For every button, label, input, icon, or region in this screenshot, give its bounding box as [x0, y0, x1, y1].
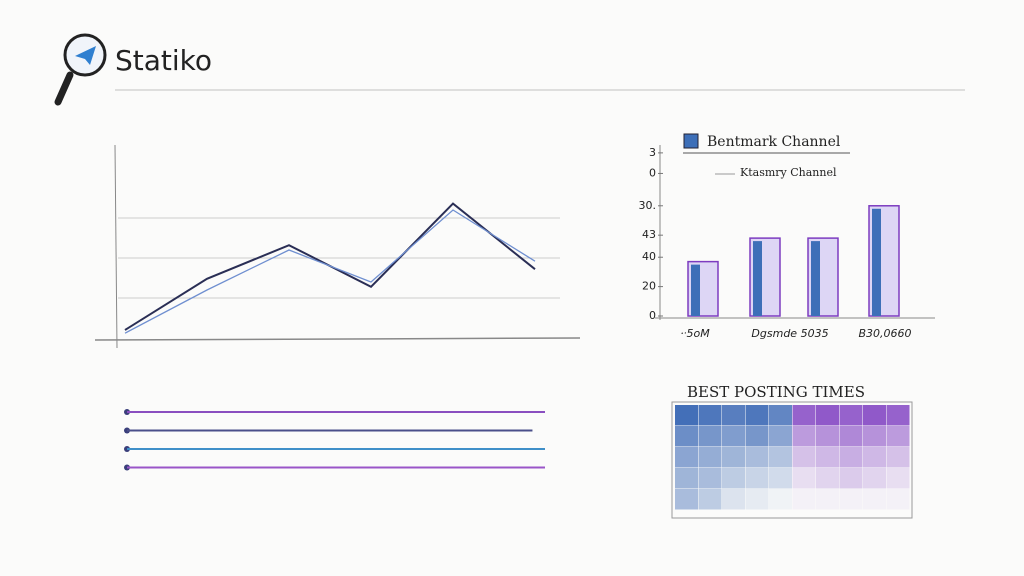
heat-cell: [792, 447, 816, 468]
bar: [687, 260, 719, 317]
bar: [807, 237, 839, 317]
y-tick-label: 40: [642, 250, 656, 263]
y-tick-label: 20: [642, 280, 656, 293]
line-series: [124, 209, 536, 334]
x-tick-label: Dgsmde 5035: [751, 327, 828, 340]
heat-cell: [698, 426, 722, 447]
heat-cell: [675, 468, 698, 489]
heat-cell: [745, 447, 769, 468]
y-tick-label: 3: [649, 146, 656, 159]
heat-cell: [839, 468, 863, 489]
heat-cell: [816, 426, 839, 447]
heatmap-frame: [671, 401, 913, 519]
heat-cell: [698, 489, 722, 510]
heat-cell: [792, 405, 816, 426]
heat-cell: [792, 489, 816, 510]
heat-cell: [769, 447, 792, 468]
x-tick-label: B30,0660: [858, 327, 911, 340]
heat-cell: [863, 447, 886, 468]
brand: Statiko: [115, 44, 212, 77]
heat-cell: [792, 426, 816, 447]
y-tick-label: 43: [642, 228, 656, 241]
bar-part: [872, 208, 881, 316]
heat-cell: [886, 426, 910, 447]
heat-cell: [745, 405, 769, 426]
bar-part: [753, 241, 762, 316]
heat-cell: [863, 468, 886, 489]
y-tick-label: 0: [649, 166, 656, 179]
heat-cell: [745, 468, 769, 489]
heat-cell: [698, 405, 722, 426]
bar: [749, 237, 781, 317]
heat-cell: [722, 426, 745, 447]
heat-cell: [816, 468, 839, 489]
heat-cell: [769, 426, 792, 447]
heat-cell: [675, 405, 698, 426]
heat-cell: [886, 447, 910, 468]
heat-cell: [839, 489, 863, 510]
heat-cell: [722, 468, 745, 489]
heat-cell: [886, 489, 910, 510]
heat-cell: [722, 447, 745, 468]
x-tick-label: ·ᐧ5oM: [680, 327, 710, 340]
heatmap-title: BEST POSTING TIMES: [687, 383, 865, 401]
heat-cell: [675, 489, 698, 510]
heat-cell: [863, 489, 886, 510]
heat-cell: [698, 447, 722, 468]
heat-cell: [886, 468, 910, 489]
bar-part: [811, 241, 820, 316]
heat-cell: [675, 426, 698, 447]
bar: [868, 205, 900, 317]
logo: [54, 33, 107, 106]
line-x-axis: [94, 337, 581, 341]
heat-cell: [816, 447, 839, 468]
y-tick-label: 0: [649, 309, 656, 322]
heat-cell: [769, 468, 792, 489]
heat-cell: [839, 426, 863, 447]
legend-label: Bentmark Channel: [707, 134, 841, 150]
heat-cell: [745, 489, 769, 510]
heat-cell: [745, 426, 769, 447]
heat-cell: [816, 405, 839, 426]
heat-cell: [698, 468, 722, 489]
heat-cell: [769, 489, 792, 510]
heat-cell: [816, 489, 839, 510]
heat-cell: [839, 447, 863, 468]
bar-subtitle: Ktasmry Channel: [740, 166, 837, 179]
legend-swatch: [683, 133, 699, 149]
heat-cell: [839, 405, 863, 426]
heat-cell: [722, 489, 745, 510]
heat-cell: [886, 405, 910, 426]
bar-part: [691, 264, 700, 316]
heat-cell: [863, 405, 886, 426]
heat-cell: [792, 468, 816, 489]
y-tick-label: 30.: [639, 199, 657, 212]
heat-cell: [675, 447, 698, 468]
line-y-axis: [114, 144, 118, 349]
heat-cell: [769, 405, 792, 426]
heat-cell: [863, 426, 886, 447]
heat-cell: [722, 405, 745, 426]
